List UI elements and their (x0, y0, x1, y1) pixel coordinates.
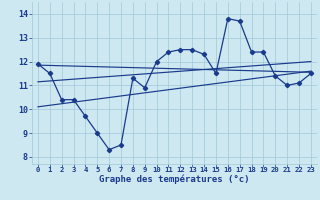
X-axis label: Graphe des températures (°c): Graphe des températures (°c) (99, 175, 250, 184)
